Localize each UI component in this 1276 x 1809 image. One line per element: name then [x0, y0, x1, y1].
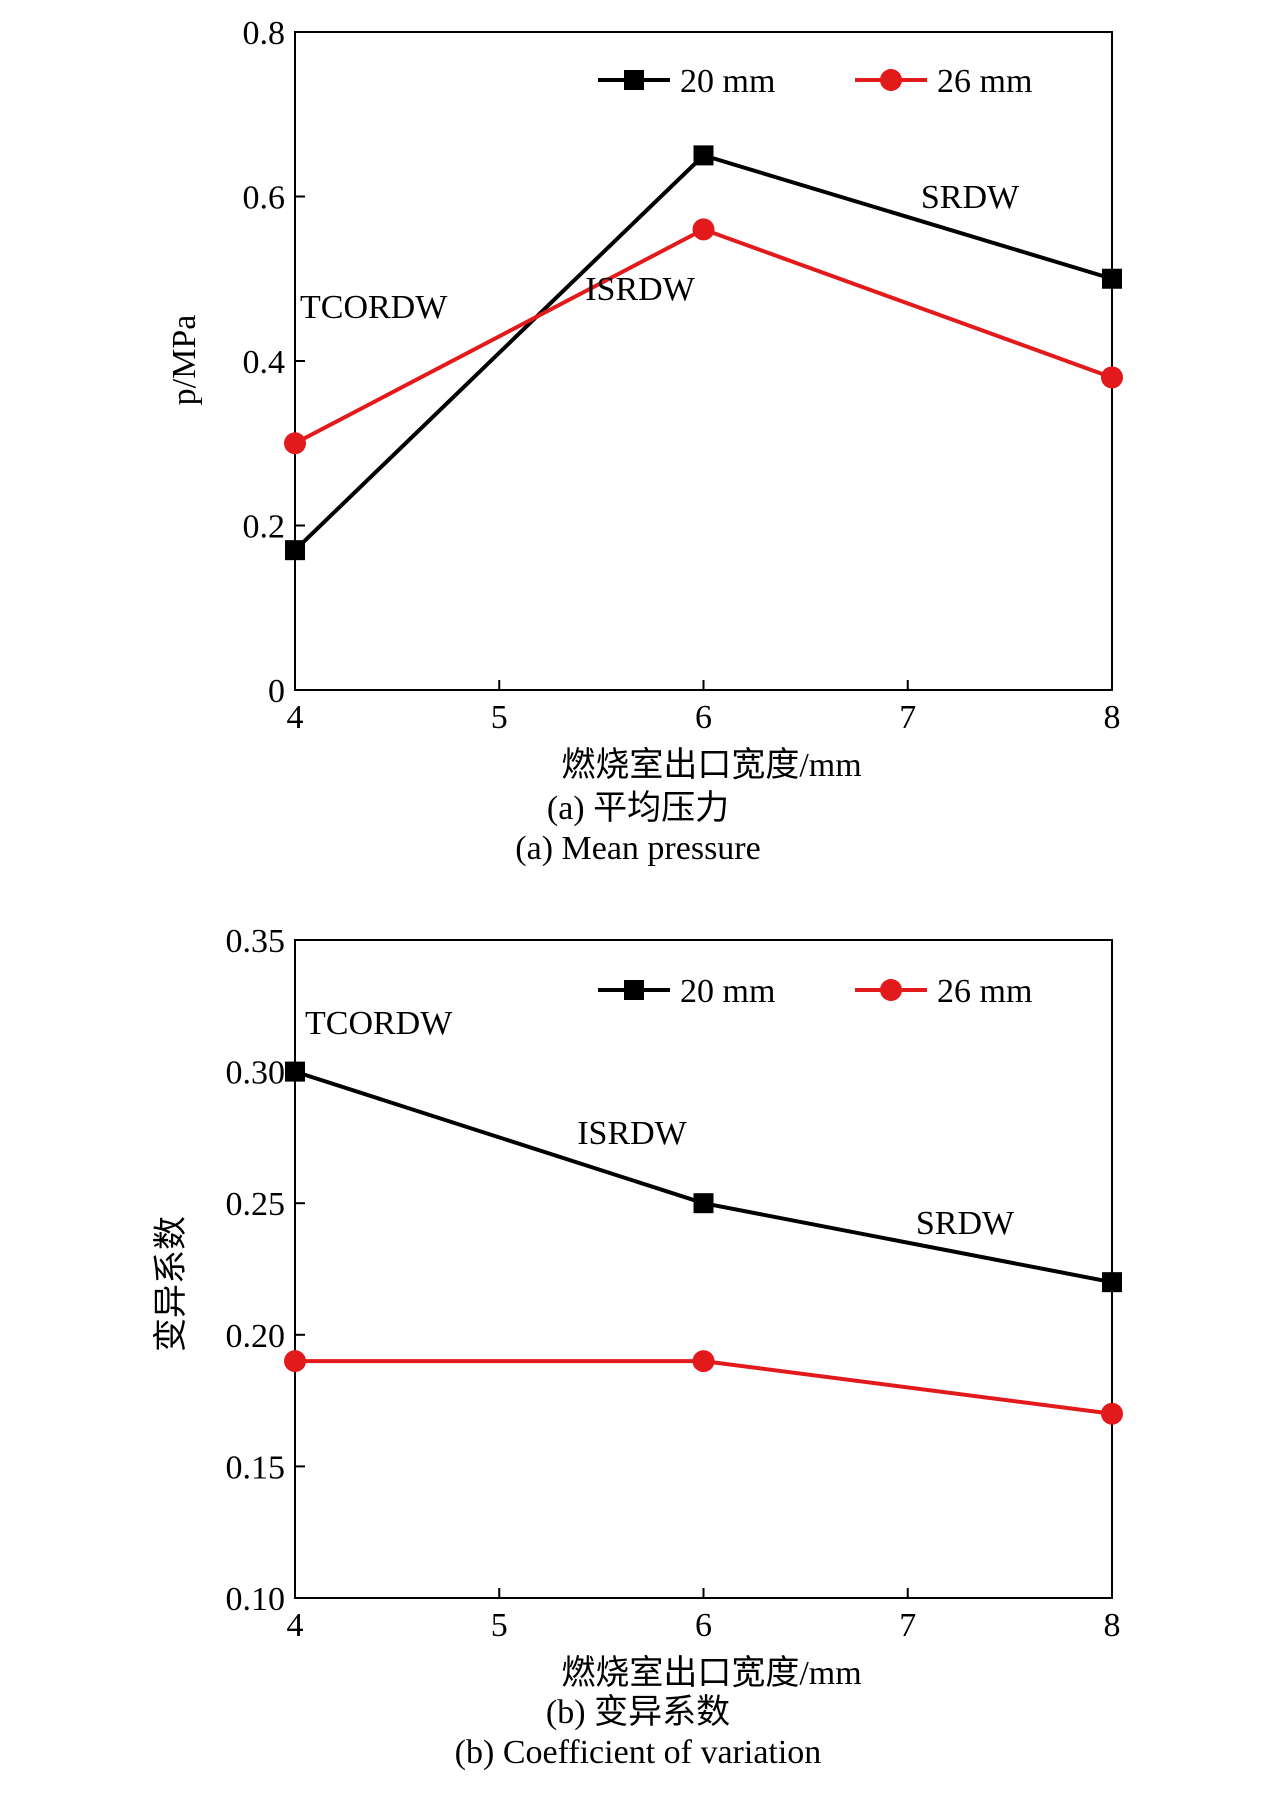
- y-tick-label: 0.35: [226, 923, 286, 960]
- x-tick-label: 4: [287, 699, 304, 736]
- y-tick-label: 0.6: [243, 180, 286, 217]
- y-tick-label: 0.8: [243, 15, 286, 52]
- x-tick-label: 8: [1104, 1607, 1121, 1644]
- annotation-isrdw: ISRDW: [585, 271, 695, 308]
- y-tick-label: 0.30: [226, 1055, 286, 1092]
- data-point-square: [1102, 268, 1122, 289]
- y-tick-label: 0.25: [226, 1186, 286, 1223]
- data-point-circle: [692, 218, 715, 241]
- chart-caption-en: (a) Mean pressure: [515, 830, 761, 867]
- annotation-srdw: SRDW: [921, 179, 1020, 216]
- legend-item: 26 mm: [855, 973, 1032, 1010]
- x-tick-label: 6: [695, 1607, 712, 1644]
- x-tick-label: 7: [899, 1607, 916, 1644]
- legend-label: 20 mm: [680, 973, 775, 1010]
- x-axis-title: 燃烧室出口宽度/mm: [561, 1654, 861, 1692]
- y-axis-title: p/MPa: [166, 315, 203, 406]
- x-tick-label: 8: [1104, 699, 1121, 736]
- data-point-circle: [284, 432, 306, 455]
- x-tick-label: 5: [491, 699, 508, 736]
- data-point-circle: [692, 1350, 715, 1373]
- data-point-circle: [1101, 1402, 1123, 1425]
- y-tick-label: 0.15: [226, 1449, 286, 1486]
- x-axis-title: 燃烧室出口宽度/mm: [561, 746, 861, 784]
- chart-panel-coefficient-of-variation: 4 5 6 7 8 0.10 0.15 0.20 0.25 0.30 0.35 燃烧室出口宽度/mm 变…: [0, 904, 1276, 1809]
- legend-label: 26 mm: [937, 973, 1032, 1010]
- legend-marker-square: [624, 980, 644, 1000]
- data-point-circle: [284, 1350, 306, 1373]
- legend-label: 20 mm: [680, 63, 775, 100]
- data-point-square: [285, 540, 305, 561]
- x-tick-label: 4: [287, 1607, 304, 1644]
- legend-item: 20 mm: [598, 973, 775, 1010]
- legend-label: 26 mm: [937, 63, 1032, 100]
- data-point-square: [1102, 1272, 1122, 1293]
- data-point-square: [285, 1061, 305, 1082]
- plot-frame: [294, 31, 1113, 691]
- chart-caption-cn: (b) 变异系数: [545, 1694, 731, 1731]
- series-line-20-mm: [294, 1069, 1113, 1285]
- data-point-square: [693, 1193, 714, 1214]
- annotation-isrdw: ISRDW: [577, 1115, 687, 1152]
- chart-mean-pressure: 4 5 6 7 8 0 0.2 0.4 0.6 0.8 燃烧室出口宽度/mm p/MPa TCORDW I…: [166, 15, 1123, 784]
- data-point-circle: [1101, 366, 1123, 389]
- y-tick-label: 0.4: [243, 344, 286, 381]
- x-tick-label: 6: [695, 699, 712, 736]
- y-axis-title: 变异系数: [152, 1216, 190, 1352]
- legend-item: 26 mm: [855, 63, 1032, 100]
- chart-panel-mean-pressure: 4 5 6 7 8 0 0.2 0.4 0.6 0.8 燃烧室出口宽度/mm p/MPa TCORDW I…: [0, 0, 1276, 904]
- chart-caption-en: (b) Coefficient of variation: [454, 1734, 822, 1771]
- x-tick-label: 5: [491, 1607, 508, 1644]
- y-tick-label: 0: [268, 673, 285, 710]
- annotation-srdw: SRDW: [916, 1205, 1015, 1242]
- legend-item: 20 mm: [598, 63, 775, 100]
- y-tick-label: 0.2: [243, 509, 286, 546]
- y-tick-label: 0.10: [226, 1581, 286, 1618]
- y-tick-label: 0.20: [226, 1318, 286, 1355]
- annotation-tcordw: TCORDW: [300, 289, 448, 326]
- data-point-square: [693, 145, 714, 166]
- x-tick-label: 7: [899, 699, 916, 736]
- legend-marker-square: [624, 70, 644, 90]
- legend-marker-circle: [880, 69, 902, 91]
- legend-marker-circle: [880, 979, 902, 1001]
- annotation-tcordw: TCORDW: [305, 1005, 453, 1042]
- chart-coefficient-of-variation: 4 5 6 7 8 0.10 0.15 0.20 0.25 0.30 0.35 燃烧室出口宽度/mm 变…: [152, 923, 1123, 1692]
- series-line-26-mm: [294, 227, 1113, 446]
- chart-caption-cn: (a) 平均压力: [546, 790, 730, 827]
